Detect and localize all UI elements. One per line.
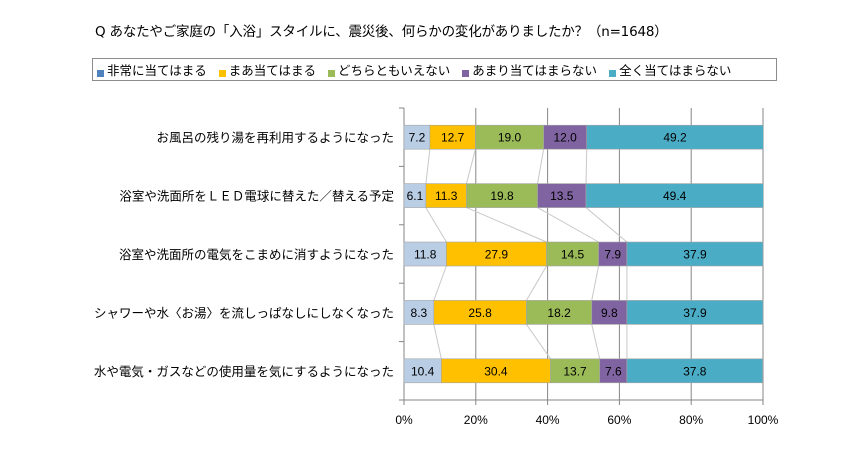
bar-segment [446,241,547,267]
bar-segment [626,358,763,384]
bar-segment [475,124,544,150]
data-label: 7.2 [409,131,426,145]
legend-item: 全く当てはまらない [609,60,731,79]
legend-swatch [609,70,617,77]
series-line [585,149,588,184]
legend: 非常に当てはまる まあ当てはまる どちらともいえない あまり当てはまらない 全く当てはま… [92,58,777,81]
data-label: 37.9 [683,248,707,262]
bar-segment [403,241,447,267]
data-label: 8.3 [411,306,428,320]
category-label: 水や電気・ガスなどの使用量を気にするようになった [94,364,394,379]
bar-segment [591,300,628,325]
series-line [465,149,476,184]
x-tick-label: 80% [679,413,703,427]
data-label: 11.3 [435,189,458,203]
legend-item: あまり当てはまらない [462,60,597,79]
data-label: 7.6 [605,364,622,378]
data-label: 13.5 [550,189,574,203]
series-line [425,149,431,184]
series-line [526,324,551,360]
series-line [591,324,601,359]
data-label: 49.2 [663,131,687,145]
legend-swatch [97,70,104,77]
legend-item: まあ当てはまる [218,60,317,79]
data-label: 19.8 [490,189,514,203]
bar-segment [429,124,476,150]
legend-swatch [462,70,470,77]
series-line [466,207,547,243]
bar-segment [537,183,587,208]
bar-segment [586,124,764,150]
series-line [433,265,447,301]
legend-label: まあ当てはまる [228,63,317,78]
data-label: 25.8 [468,306,492,320]
data-label: 19.0 [498,131,522,145]
legend-label: あまり当てはまらない [472,63,598,78]
legend-item: どちらともいえない [328,60,450,79]
data-label: 18.2 [547,306,571,320]
bar-segment [543,124,588,150]
data-label: 9.8 [601,306,618,320]
x-tick-label: 40% [536,413,560,427]
series-line [591,265,600,301]
bar-segment [466,183,538,208]
bar-segment [403,300,435,325]
legend-label: 全く当てはまらない [619,63,732,78]
data-label: 27.9 [485,248,509,262]
legend-label: どちらともいえない [338,63,451,78]
bar-segment [441,358,551,384]
category-label: 浴室や洗面所の電気をこまめに消すようになった [119,247,394,262]
data-label: 49.4 [663,189,687,203]
series-line [433,324,442,359]
category-label: お風呂の残り湯を再利用するようになった [156,130,394,145]
category-label: シャワーや水〈お湯〉を流しっぱなしにしなくなった [94,305,394,320]
legend-swatch [328,70,336,77]
bar-segment [546,241,599,267]
legend-swatch [218,70,226,77]
data-label: 6.1 [407,189,424,203]
series-line [425,207,447,243]
data-label: 37.9 [683,306,707,320]
series-line [525,265,547,301]
x-tick-label: 20% [464,413,488,427]
x-tick-label: 60% [607,413,631,427]
data-label: 11.8 [414,248,437,262]
data-label: 12.0 [554,131,578,145]
series-line [537,207,599,243]
data-label: 14.5 [561,248,585,262]
data-label: 37.8 [683,364,707,378]
bar-segment [585,183,764,208]
data-label: 30.4 [484,364,508,378]
bar-segment [403,358,442,384]
bar-segment [433,300,527,325]
data-label: 13.7 [563,364,587,378]
bar-segment [599,358,628,384]
data-label: 10.4 [411,364,435,378]
chart-title: Q あなたやご家庭の「入浴」スタイルに、震災後、何らかの変化がありましたか？（n… [95,24,668,40]
x-tick-label: 0% [395,413,413,427]
bar-segment [403,124,431,150]
legend-label: 非常に当てはまる [107,63,207,78]
bar-segment [626,241,764,267]
data-label: 12.7 [441,131,465,145]
legend-item: 非常に当てはまる [97,60,207,79]
bar-segment [626,300,764,325]
x-tick-label: 100% [748,413,779,427]
series-line [585,207,628,243]
category-label: 浴室や洗面所をＬＥＤ電球に替えた／替える予定 [119,189,394,204]
data-label: 7.9 [604,248,621,262]
series-line [537,149,545,184]
